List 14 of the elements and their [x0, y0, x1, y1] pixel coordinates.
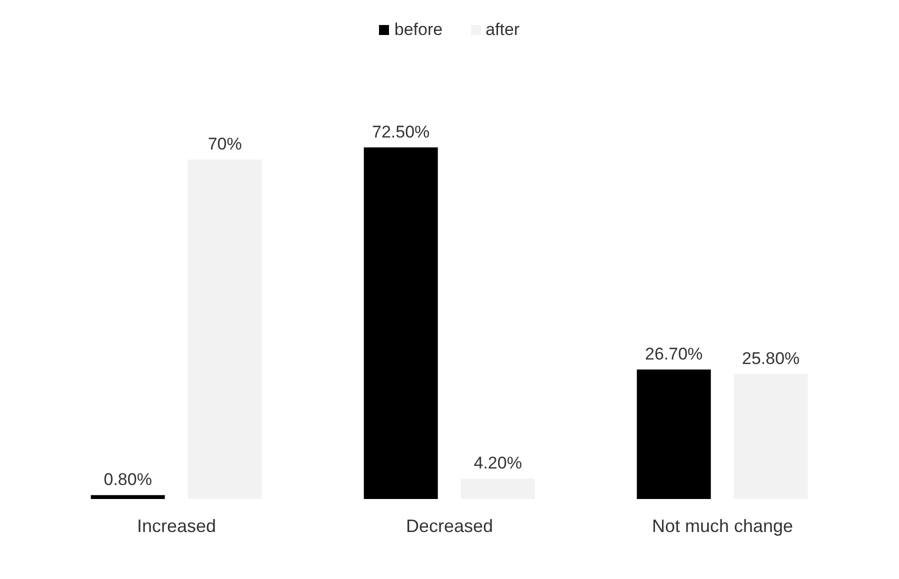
legend-label: before — [393, 20, 443, 40]
data-label: 26.70% — [645, 344, 703, 364]
bar — [364, 147, 438, 499]
x-tick-label: Not much change — [652, 516, 794, 536]
data-label: 70% — [208, 134, 242, 154]
x-tick-label: Decreased — [406, 516, 494, 536]
data-label: 72.50% — [372, 122, 430, 142]
data-label: 0.80% — [104, 470, 152, 490]
data-label: 25.80% — [742, 348, 800, 368]
bar — [636, 370, 711, 499]
bar — [90, 495, 165, 499]
legend-label: after — [484, 20, 520, 40]
data-label: 4.20% — [474, 454, 522, 473]
x-tick-label: Increased — [136, 516, 216, 536]
